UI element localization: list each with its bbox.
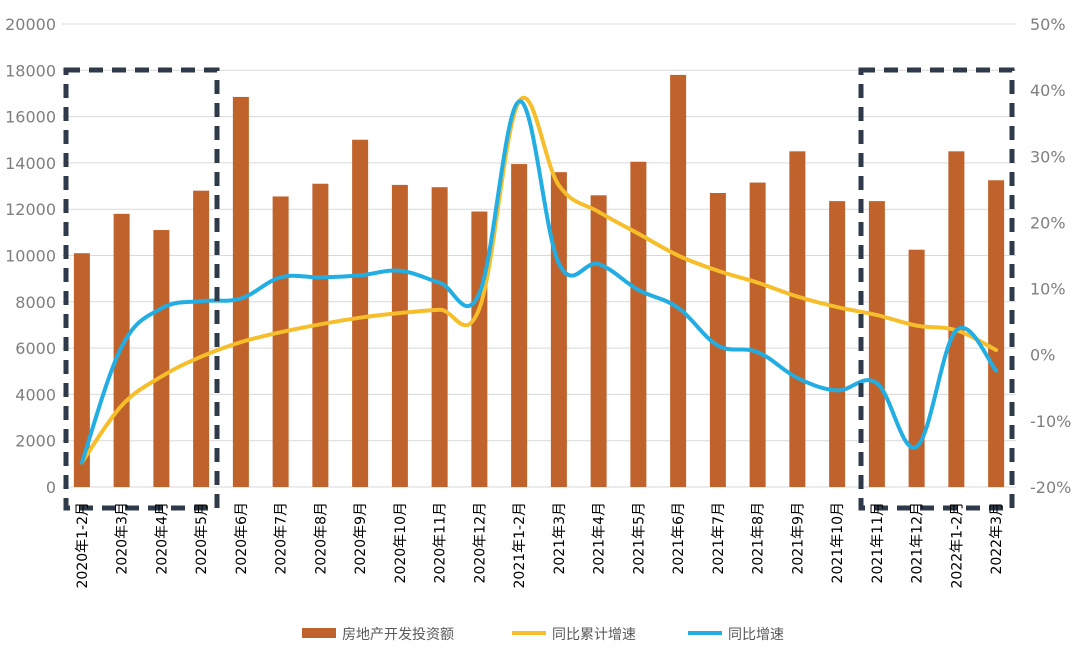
x-axis: 2020年1-2月 2020年3月 2020年4月 2020年5月 2020年6月 202… xyxy=(75,502,1005,589)
bar xyxy=(868,201,885,487)
y-left-tick-label: 6000 xyxy=(15,339,56,358)
y-right-tick-label: -20% xyxy=(1030,478,1071,497)
bar xyxy=(232,96,249,488)
x-tick-label: 2021年4月 xyxy=(592,502,608,575)
y-left-tick-label: 12000 xyxy=(5,200,56,219)
bar xyxy=(670,74,687,488)
y-left-tick-label: 0 xyxy=(46,478,56,497)
y-axis-right: -20% -10% 0% 10% 20% 30% 40% 50% xyxy=(1030,15,1071,497)
gridlines xyxy=(62,23,1016,488)
x-tick-label: 2021年9月 xyxy=(790,502,806,575)
bar xyxy=(709,192,726,487)
y-axis-left: 0 2000 4000 6000 8000 10000 12000 14000 16000 180… xyxy=(5,15,56,497)
highlight-boxes xyxy=(63,67,1015,511)
highlight-box xyxy=(63,67,220,511)
x-tick-label: 2021年8月 xyxy=(751,502,767,575)
bar xyxy=(988,180,1005,487)
y-right-tick-label: 20% xyxy=(1030,213,1066,232)
x-tick-label: 2020年7月 xyxy=(274,502,290,575)
legend-label: 同比增速 xyxy=(728,627,784,643)
y-left-tick-label: 10000 xyxy=(5,247,56,266)
bar xyxy=(749,182,766,487)
x-tick-label: 2021年1-2月 xyxy=(512,502,528,589)
x-tick-label: 2020年1-2月 xyxy=(75,502,91,589)
highlight-box xyxy=(858,67,1015,511)
y-right-tick-label: 50% xyxy=(1030,15,1066,34)
x-tick-label: 2021年7月 xyxy=(711,502,727,575)
bar xyxy=(431,187,448,487)
x-tick-label: 2021年3月 xyxy=(552,502,568,575)
bar xyxy=(193,190,210,487)
bar xyxy=(471,211,488,487)
bar xyxy=(153,230,170,487)
y-right-tick-label: 30% xyxy=(1030,147,1066,166)
y-right-tick-label: 0% xyxy=(1030,346,1055,365)
legend-label: 同比累计增速 xyxy=(552,627,636,643)
bar xyxy=(908,249,925,487)
bar xyxy=(829,201,846,487)
growth-line xyxy=(79,99,999,465)
x-tick-label: 2020年11月 xyxy=(433,502,449,583)
y-left-tick-label: 8000 xyxy=(15,293,56,312)
x-tick-label: 2020年4月 xyxy=(154,502,170,575)
y-right-tick-label: 10% xyxy=(1030,280,1066,299)
x-tick-label: 2020年5月 xyxy=(194,502,210,575)
x-tick-label: 2020年12月 xyxy=(472,502,488,583)
y-left-tick-label: 14000 xyxy=(5,154,56,173)
y-right-tick-label: -10% xyxy=(1030,412,1071,431)
y-left-tick-label: 2000 xyxy=(15,432,56,451)
legend: 房地产开发投资额 同比累计增速 同比增速 xyxy=(302,627,784,643)
y-left-tick-label: 16000 xyxy=(5,108,56,127)
x-tick-label: 2021年11月 xyxy=(870,502,886,583)
legend-label: 房地产开发投资额 xyxy=(342,627,454,643)
bar xyxy=(550,172,567,487)
x-tick-label: 2020年6月 xyxy=(234,502,250,575)
cumulative-growth-line xyxy=(79,96,999,465)
x-tick-label: 2021年5月 xyxy=(631,502,647,575)
bar xyxy=(590,195,607,487)
x-tick-label: 2021年12月 xyxy=(910,502,926,583)
x-tick-label: 2020年8月 xyxy=(313,502,329,575)
bar-series xyxy=(73,74,1005,488)
bar xyxy=(789,151,806,487)
bar xyxy=(73,253,90,487)
y-left-tick-label: 4000 xyxy=(15,385,56,404)
line-series xyxy=(79,96,999,465)
y-right-tick-label: 40% xyxy=(1030,81,1066,100)
legend-swatch-bar xyxy=(302,628,336,638)
bar xyxy=(312,183,329,488)
y-left-tick-label: 20000 xyxy=(5,15,56,34)
x-tick-label: 2020年9月 xyxy=(353,502,369,575)
x-tick-label: 2021年6月 xyxy=(671,502,687,575)
bar xyxy=(630,161,647,487)
x-tick-label: 2020年3月 xyxy=(115,502,131,575)
x-tick-label: 2020年10月 xyxy=(393,502,409,583)
x-tick-label: 2021年10月 xyxy=(830,502,846,583)
x-tick-label: 2022年3月 xyxy=(989,502,1005,575)
bar xyxy=(948,151,965,487)
bar xyxy=(352,139,369,487)
bar xyxy=(511,164,528,487)
x-tick-label: 2022年1-2月 xyxy=(949,502,965,589)
bar xyxy=(272,196,289,487)
y-left-tick-label: 18000 xyxy=(5,61,56,80)
bar xyxy=(391,184,408,487)
